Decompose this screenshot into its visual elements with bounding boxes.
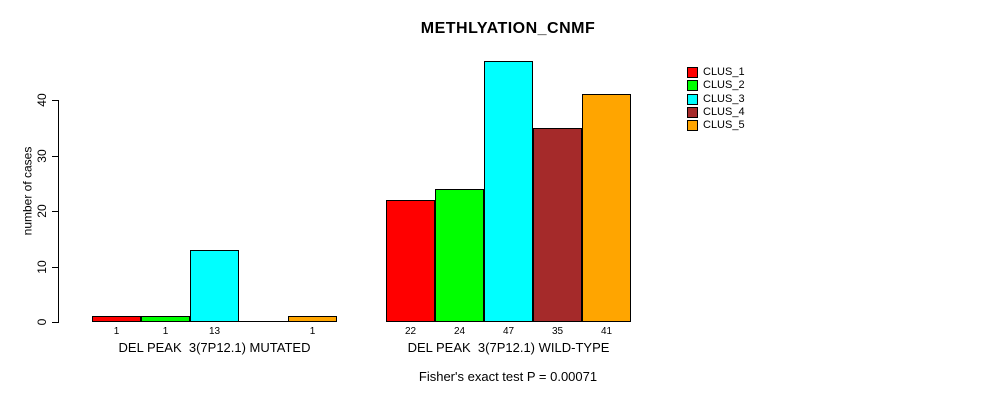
legend-item: CLUS_4	[687, 106, 745, 118]
y-axis-tick	[52, 100, 58, 101]
bar-clus_2	[435, 189, 484, 322]
bar-clus_1	[92, 316, 141, 322]
legend-label: CLUS_3	[703, 93, 745, 105]
bar-value-label: 24	[453, 326, 466, 337]
legend-label: CLUS_2	[703, 79, 745, 91]
bar-clus_4	[533, 128, 582, 322]
bar-clus_2	[141, 316, 190, 322]
bar-clus_5	[288, 316, 337, 322]
y-axis-line	[58, 100, 59, 323]
y-axis-tick	[52, 211, 58, 212]
legend-swatch	[687, 93, 698, 105]
bar-value-label: 35	[551, 326, 564, 337]
bar-value-label: 1	[309, 326, 316, 337]
bar-value-label: 13	[208, 326, 221, 337]
legend-item: CLUS_3	[687, 93, 745, 105]
legend-item: CLUS_1	[687, 66, 745, 78]
y-axis-tick	[52, 267, 58, 268]
legend-swatch	[687, 106, 698, 118]
y-axis-tick-label: 0	[35, 318, 49, 326]
legend-item: CLUS_5	[687, 119, 745, 131]
legend: CLUS_1 CLUS_2 CLUS_3 CLUS_4 CLUS_5	[687, 66, 817, 136]
legend-swatch	[687, 66, 698, 78]
bar-value-label: 41	[600, 326, 613, 337]
bar-value-label: 47	[502, 326, 515, 337]
bar-value-label: 22	[404, 326, 417, 337]
bar-value-label: 1	[113, 326, 120, 337]
y-axis-tick-label: 40	[35, 93, 49, 107]
bar-clus_1	[386, 200, 435, 322]
footer-text: Fisher's exact test P = 0.00071	[418, 369, 598, 384]
legend-label: CLUS_5	[703, 119, 745, 131]
y-axis-tick	[52, 322, 58, 323]
bar-value-label: 1	[162, 326, 169, 337]
group-label: DEL PEAK 3(7P12.1) MUTATED	[118, 340, 311, 355]
bar-clus_3	[190, 250, 239, 322]
bar-clus_5	[582, 94, 631, 322]
legend-item: CLUS_2	[687, 79, 745, 91]
bar-clus_4-zero	[239, 321, 288, 322]
legend-swatch	[687, 79, 698, 91]
y-axis-tick-label: 30	[35, 149, 49, 163]
bar-clus_3	[484, 61, 533, 322]
legend-swatch	[687, 119, 698, 131]
legend-label: CLUS_4	[703, 106, 745, 118]
chart-title: METHLYATION_CNMF	[420, 20, 596, 37]
group-label: DEL PEAK 3(7P12.1) WILD-TYPE	[407, 340, 610, 355]
y-axis-tick-label: 10	[35, 260, 49, 274]
y-axis-tick-label: 20	[35, 204, 49, 218]
y-axis-tick	[52, 156, 58, 157]
legend-label: CLUS_1	[703, 66, 745, 78]
